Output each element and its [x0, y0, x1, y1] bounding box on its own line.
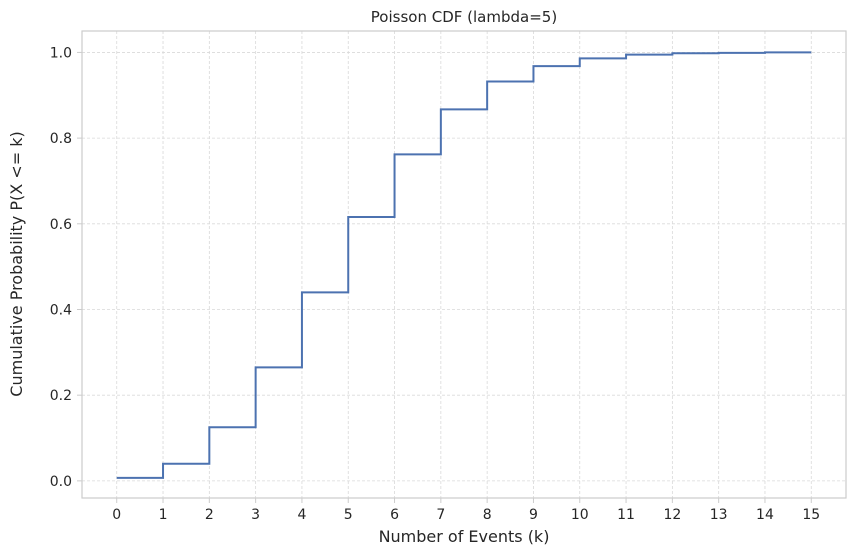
y-tick-label: 0.6 [50, 217, 72, 233]
x-tick-label: 7 [436, 507, 445, 523]
y-axis-label: Cumulative Probability P(X <= k) [7, 131, 26, 396]
y-tick-label: 1.0 [50, 45, 72, 61]
x-tick-label: 13 [710, 507, 728, 523]
x-tick-label: 0 [112, 507, 121, 523]
x-tick-label: 6 [390, 507, 399, 523]
x-tick-label: 10 [571, 507, 589, 523]
axis-ticks [77, 51, 812, 503]
x-tick-labels: 0 1 2 3 4 5 6 7 8 9 10 11 12 13 14 15 [112, 507, 820, 523]
y-tick-label: 0.2 [50, 388, 72, 404]
x-tick-label: 4 [297, 507, 306, 523]
grid-lines [82, 31, 846, 498]
x-tick-label: 15 [802, 507, 820, 523]
y-tick-label: 0.0 [50, 474, 72, 490]
y-tick-labels: 0.0 0.2 0.4 0.6 0.8 1.0 [50, 45, 72, 489]
x-tick-label: 3 [251, 507, 260, 523]
x-tick-label: 9 [529, 507, 538, 523]
y-tick-label: 0.8 [50, 131, 72, 147]
x-tick-label: 14 [756, 507, 774, 523]
chart-title: Poisson CDF (lambda=5) [371, 8, 557, 26]
x-axis-label: Number of Events (k) [379, 527, 550, 546]
y-tick-label: 0.4 [50, 302, 72, 318]
x-tick-label: 11 [617, 507, 635, 523]
plot-frame [81, 30, 847, 499]
x-tick-label: 5 [344, 507, 353, 523]
x-tick-label: 8 [483, 507, 492, 523]
x-tick-label: 1 [159, 507, 168, 523]
x-tick-label: 12 [663, 507, 681, 523]
cdf-step-line [116, 51, 812, 479]
x-tick-label: 2 [205, 507, 214, 523]
